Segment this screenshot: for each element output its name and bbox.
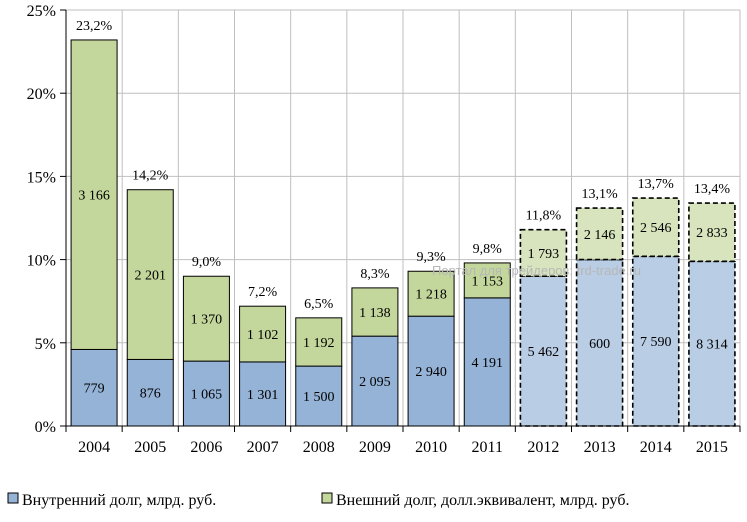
legend: Внутренний долг, млрд. руб. Внешний долг,… (7, 492, 629, 509)
bar-external (519, 228, 568, 278)
label-domestic: 4 191 (472, 356, 504, 371)
bar-external (575, 207, 624, 261)
legend-label-external: Внешний долг, долл.эквивалент, млрд. руб… (336, 492, 629, 509)
bar-domestic (126, 358, 174, 427)
label-total: 13,4% (694, 182, 731, 197)
label-domestic: 2 940 (415, 365, 447, 380)
label-external: 1 153 (472, 274, 504, 289)
bar-domestic (407, 315, 455, 427)
x-tick-label: 2012 (527, 439, 559, 456)
label-total: 13,7% (638, 177, 675, 192)
label-external: 1 192 (303, 336, 335, 351)
label-external: 1 793 (528, 247, 560, 262)
legend-label-domestic: Внутренний долг, млрд. руб. (22, 492, 216, 509)
label-external: 2 546 (640, 221, 672, 236)
watermark: Портал для трейдеров: trd-trade.ru (432, 263, 641, 278)
label-total: 6,5% (304, 297, 334, 312)
label-domestic: 876 (140, 387, 161, 402)
label-external: 2 146 (584, 228, 616, 243)
bar-domestic (575, 258, 624, 427)
x-tick-label: 2009 (359, 439, 391, 456)
label-external: 2 833 (696, 226, 728, 241)
legend-swatch-domestic (7, 492, 19, 504)
label-domestic: 7 590 (640, 335, 672, 350)
legend-swatch-external (321, 492, 333, 504)
label-domestic: 1 500 (303, 390, 335, 405)
label-total: 9,8% (473, 242, 503, 257)
bar-external (688, 202, 736, 263)
bar-domestic (631, 255, 680, 427)
label-total: 9,0% (192, 255, 222, 270)
bar-external (70, 39, 118, 350)
bar-domestic (351, 335, 399, 427)
bars (70, 39, 736, 427)
label-total: 7,2% (248, 285, 278, 300)
x-tick-label: 2008 (303, 439, 335, 456)
x-tick-label: 2005 (134, 439, 166, 456)
bar-external (126, 189, 174, 360)
data-labels: 779 3 166 23,2% 876 2 201 14,2% 1 065 1 370 9,0%… (76, 19, 730, 405)
bar-external (295, 317, 343, 367)
axes: 0% 5% 10% 15% 20% 25% 2004 2005 2006 2007 2008 2009… (27, 3, 741, 456)
label-total: 9,3% (416, 250, 446, 265)
bar-external (182, 275, 230, 362)
label-external: 1 102 (247, 328, 279, 343)
x-tick-label: 2015 (696, 439, 728, 456)
label-total: 14,2% (132, 169, 169, 184)
x-tick-label: 2007 (247, 439, 279, 456)
x-tick-label: 2006 (190, 439, 222, 456)
label-domestic: 8 314 (696, 338, 728, 353)
y-tick-label: 25% (27, 3, 56, 20)
label-total: 23,2% (76, 19, 113, 34)
x-tick-label: 2004 (78, 439, 110, 456)
bar-external (239, 305, 287, 363)
bar-external (631, 197, 680, 258)
label-total: 11,8% (526, 209, 562, 224)
label-total: 8,3% (360, 267, 390, 282)
y-tick-label: 10% (27, 253, 56, 270)
x-tick-label: 2014 (640, 439, 672, 456)
label-domestic: 600 (589, 337, 610, 352)
label-external: 2 201 (135, 269, 167, 284)
bar-external (463, 262, 511, 299)
bar-external (351, 287, 399, 337)
y-tick-label: 15% (27, 169, 56, 186)
y-tick-label: 0% (35, 419, 56, 436)
x-tick-label: 2010 (415, 439, 447, 456)
label-domestic: 779 (84, 382, 105, 397)
label-domestic: 1 301 (247, 388, 279, 403)
x-tick-label: 2011 (472, 439, 503, 456)
label-external: 3 166 (78, 189, 110, 204)
label-external: 1 138 (359, 306, 391, 321)
bar-external (407, 270, 455, 317)
bar-domestic (182, 360, 230, 427)
label-domestic: 2 095 (359, 375, 391, 390)
label-domestic: 1 065 (191, 388, 223, 403)
label-total: 13,1% (581, 187, 618, 202)
label-domestic: 5 462 (528, 345, 560, 360)
y-tick-label: 5% (35, 336, 56, 353)
bar-domestic (239, 361, 287, 427)
x-tick-label: 2013 (584, 439, 616, 456)
label-external: 1 218 (415, 288, 447, 303)
label-external: 1 370 (191, 313, 223, 328)
y-tick-label: 20% (27, 86, 56, 103)
